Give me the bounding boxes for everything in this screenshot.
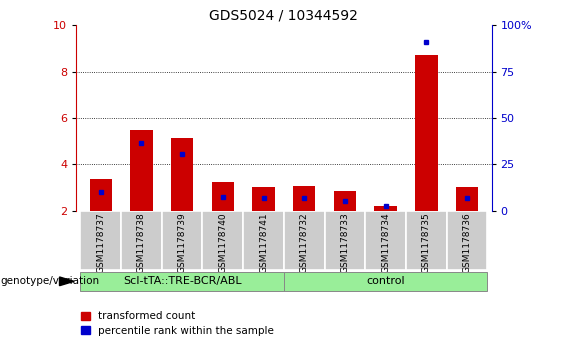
Bar	[366, 211, 406, 270]
Bar	[171, 138, 193, 211]
Legend: transformed count, percentile rank within the sample: transformed count, percentile rank withi…	[81, 311, 274, 335]
Text: GSM1178737: GSM1178737	[96, 212, 105, 273]
Bar	[293, 186, 315, 211]
Text: GSM1178740: GSM1178740	[218, 212, 227, 273]
Text: GSM1178741: GSM1178741	[259, 212, 268, 273]
Bar	[406, 211, 447, 270]
Bar	[89, 179, 112, 211]
Text: genotype/variation: genotype/variation	[0, 276, 99, 286]
Text: GSM1178739: GSM1178739	[177, 212, 186, 273]
Title: GDS5024 / 10344592: GDS5024 / 10344592	[210, 9, 358, 23]
Bar	[375, 206, 397, 211]
Bar	[334, 191, 356, 211]
Bar	[325, 211, 366, 270]
Bar	[80, 211, 121, 270]
Text: ScI-tTA::TRE-BCR/ABL: ScI-tTA::TRE-BCR/ABL	[123, 276, 241, 286]
Text: GSM1178735: GSM1178735	[422, 212, 431, 273]
Bar	[121, 211, 162, 270]
Bar	[202, 211, 243, 270]
Text: control: control	[366, 276, 405, 286]
Bar	[253, 187, 275, 211]
Bar	[130, 130, 153, 211]
Bar	[243, 211, 284, 270]
Bar	[212, 182, 234, 211]
Text: GSM1178732: GSM1178732	[300, 212, 308, 273]
Bar	[80, 272, 284, 291]
Bar	[284, 211, 325, 270]
Bar	[284, 272, 488, 291]
Bar	[415, 56, 438, 211]
Bar	[162, 211, 202, 270]
Text: GSM1178736: GSM1178736	[463, 212, 472, 273]
Bar	[447, 211, 488, 270]
Polygon shape	[59, 277, 74, 286]
Text: GSM1178738: GSM1178738	[137, 212, 146, 273]
Text: GSM1178734: GSM1178734	[381, 212, 390, 273]
Text: GSM1178733: GSM1178733	[341, 212, 350, 273]
Bar	[456, 187, 479, 211]
